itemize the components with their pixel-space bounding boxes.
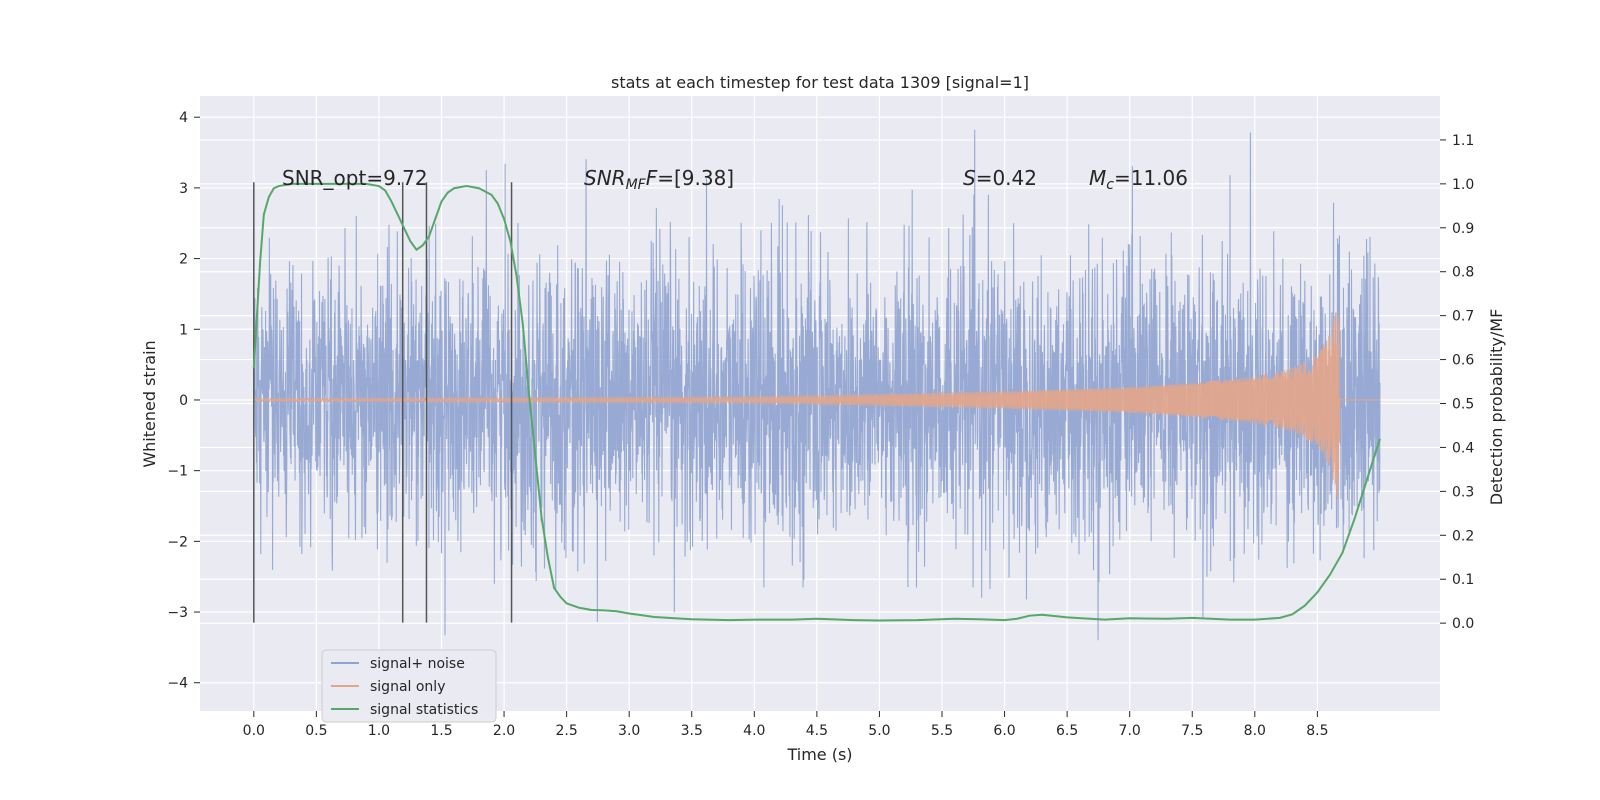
x-tick-label: 3.5 [681,723,703,739]
series-signal-statistics [252,182,1381,622]
legend-label-signal-only: signal only [370,679,445,695]
y-right-tick-label: 1.0 [1452,177,1474,193]
y-right-tick-label: 0.7 [1452,309,1474,325]
signal-only-line [253,312,1380,500]
y-axis-ticks-right: 0.0 0.1 0.2 0.3 0.4 0.5 0.6 0.7 0.8 0.9 1.0 1.1 [1440,133,1474,632]
y-right-tick-label: 0.9 [1452,221,1474,237]
x-tick-label: 6.0 [993,723,1015,739]
x-tick-label: 5.0 [868,723,890,739]
annotation-snr-opt: SNR_opt=9.72 [282,166,428,190]
vertical-markers [253,182,513,623]
x-tick-label: 8.5 [1306,723,1328,739]
x-tick-label: 7.0 [1119,723,1141,739]
y-axis-label-left: Whitened strain [140,340,159,467]
annotation-snr-mf: SNRMFF=[9.38] [584,166,734,193]
y-tick-label: −4 [167,676,188,692]
legend-label-signal-plus-noise: signal+ noise [370,656,465,672]
s-value: =0.42 [976,166,1037,190]
signal-statistics-line [252,182,1381,622]
y-tick-label: −3 [167,605,188,621]
x-axis-ticks: 0.0 0.5 1.0 1.5 2.0 2.5 3.0 3.5 4.0 4.5 5.0 5.5 6.0 6… [243,711,1329,739]
x-tick-label: 0.5 [305,723,327,739]
y-tick-label: 4 [179,110,188,126]
snr-mf-symbol: SNR [584,166,626,190]
x-tick-label: 3.0 [618,723,640,739]
y-right-tick-label: 0.1 [1452,572,1474,588]
x-tick-label: 2.5 [555,723,577,739]
x-tick-label: 4.0 [743,723,765,739]
y-right-tick-label: 0.2 [1452,528,1474,544]
annotation-s: S=0.42 [963,166,1037,190]
y-right-tick-label: 0.3 [1452,484,1474,500]
x-tick-label: 4.5 [806,723,828,739]
mc-symbol: M [1089,166,1106,190]
y-axis-label-right: Detection probability/MF [1487,309,1506,506]
y-right-tick-label: 0.0 [1452,616,1474,632]
y-tick-label: 3 [179,181,188,197]
s-symbol: S [963,166,976,190]
annotation-mc: Mc=11.06 [1089,166,1188,193]
mc-value: =11.06 [1114,166,1188,190]
x-axis-label: Time (s) [786,745,852,764]
x-tick-label: 5.5 [931,723,953,739]
x-tick-label: 1.0 [368,723,390,739]
y-axis-ticks-left: −4 −3 −2 −1 0 1 2 3 4 [167,110,200,692]
y-tick-label: 2 [179,252,188,268]
y-right-tick-label: 1.1 [1452,133,1474,149]
mc-subscript: c [1106,177,1114,193]
legend: signal+ noise signal only signal statist… [321,649,497,723]
snr-mf-f: F [646,166,658,190]
y-right-tick-label: 0.8 [1452,265,1474,281]
chart-title: stats at each timestep for test data 130… [611,73,1029,92]
x-tick-label: 6.5 [1056,723,1078,739]
x-tick-label: 1.5 [430,723,452,739]
y-right-tick-label: 0.6 [1452,353,1474,369]
y-tick-label: −2 [167,534,188,550]
snr-mf-subscript: MF [626,177,647,193]
y-tick-label: 1 [179,322,188,338]
x-tick-label: 8.0 [1244,723,1266,739]
series-signal-only [253,312,1380,500]
x-tick-label: 0.0 [243,723,265,739]
x-tick-label: 2.0 [493,723,515,739]
y-tick-label: 0 [179,393,188,409]
y-right-tick-label: 0.4 [1452,440,1474,456]
y-right-tick-label: 0.5 [1452,397,1474,413]
y-tick-label: −1 [167,464,188,480]
snr-mf-value: =[9.38] [657,166,734,190]
legend-box [321,649,497,723]
legend-label-signal-statistics: signal statistics [370,702,478,718]
x-tick-label: 7.5 [1181,723,1203,739]
